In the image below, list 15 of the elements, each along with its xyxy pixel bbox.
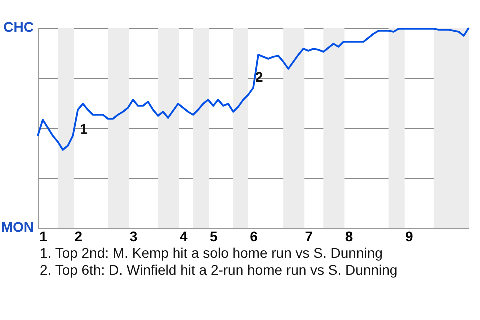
x-tick-label: 4 <box>180 228 188 244</box>
x-tick-label: 9 <box>405 228 414 244</box>
x-tick-label: 3 <box>130 228 138 244</box>
x-tick-label: 2 <box>74 228 83 244</box>
text: MON <box>1 219 34 235</box>
text: 2. Top 6th: D. Winfield hit a 2-run home run vs S. Dunning <box>40 262 398 279</box>
annotation: 1 <box>80 121 88 137</box>
x-tick-label: 5 <box>210 228 218 244</box>
annotation: 2 <box>256 69 264 85</box>
x-tick-label: 1 <box>40 228 48 244</box>
text: CHC <box>4 19 34 35</box>
x-tick-label: 8 <box>345 228 354 244</box>
x-tick-label: 6 <box>250 228 258 244</box>
text: 1. Top 2nd: M. Kemp hit a solo home run vs S. Dunning <box>40 245 384 262</box>
x-tick-label: 7 <box>305 228 314 244</box>
